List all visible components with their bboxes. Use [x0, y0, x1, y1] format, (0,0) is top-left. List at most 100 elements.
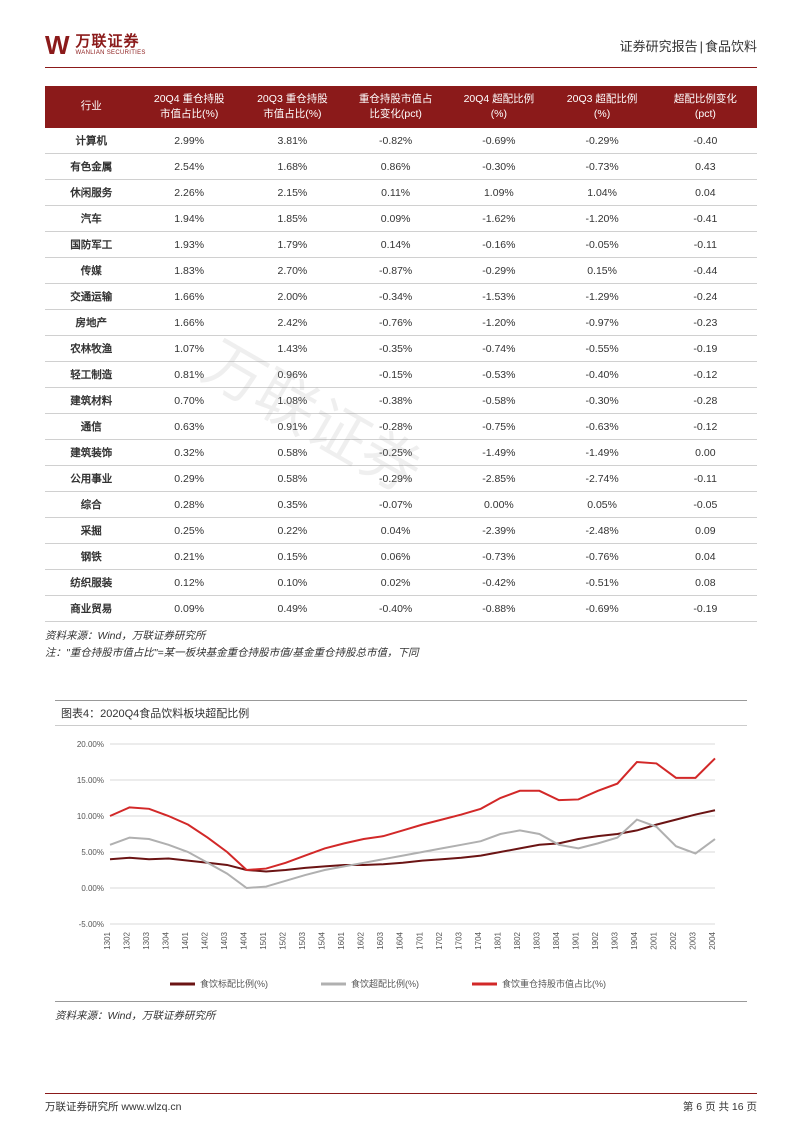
table-header-cell: 20Q3 超配比例(%)	[550, 86, 653, 128]
table-cell: -0.12	[654, 362, 757, 388]
table-cell: -0.42%	[447, 570, 550, 596]
table-cell: 休闲服务	[45, 180, 138, 206]
svg-text:1504: 1504	[318, 932, 327, 950]
table-cell: 1.66%	[138, 284, 241, 310]
table-cell: -0.41	[654, 206, 757, 232]
svg-text:1302: 1302	[123, 932, 132, 950]
table-cell: 商业贸易	[45, 596, 138, 622]
svg-text:1703: 1703	[454, 932, 463, 950]
table-cell: -1.20%	[550, 206, 653, 232]
table-cell: -0.40%	[344, 596, 447, 622]
table-cell: 0.63%	[138, 414, 241, 440]
table-cell: 汽车	[45, 206, 138, 232]
table-cell: -0.34%	[344, 284, 447, 310]
table-header-cell: 超配比例变化(pct)	[654, 86, 757, 128]
svg-text:2002: 2002	[669, 932, 678, 950]
table-cell: 0.14%	[344, 232, 447, 258]
table-cell: -0.23	[654, 310, 757, 336]
table-cell: -0.05%	[550, 232, 653, 258]
table-cell: 1.85%	[241, 206, 344, 232]
svg-text:1801: 1801	[493, 932, 502, 950]
table-header-cell: 20Q3 重仓持股市值占比(%)	[241, 86, 344, 128]
table-cell: 0.43	[654, 154, 757, 180]
table-cell: -0.58%	[447, 388, 550, 414]
table-cell: 0.10%	[241, 570, 344, 596]
table-cell: -2.39%	[447, 518, 550, 544]
table-cell: -0.88%	[447, 596, 550, 622]
table-cell: 2.42%	[241, 310, 344, 336]
table-cell: 纺织服装	[45, 570, 138, 596]
table-cell: 0.02%	[344, 570, 447, 596]
table-row: 汽车1.94%1.85%0.09%-1.62%-1.20%-0.41	[45, 206, 757, 232]
footer-right: 第 6 页 共 16 页	[683, 1099, 757, 1114]
table-cell: 0.49%	[241, 596, 344, 622]
logo-en: WANLIAN SECURITIES	[76, 50, 146, 57]
table-cell: 计算机	[45, 128, 138, 154]
table-cell: -0.25%	[344, 440, 447, 466]
table-cell: -0.76%	[550, 544, 653, 570]
table-cell: 0.28%	[138, 492, 241, 518]
svg-text:1601: 1601	[337, 932, 346, 950]
svg-text:2003: 2003	[688, 932, 697, 950]
table-cell: 0.21%	[138, 544, 241, 570]
svg-text:食饮超配比例(%): 食饮超配比例(%)	[351, 978, 419, 989]
table-cell: 2.15%	[241, 180, 344, 206]
table-cell: 1.94%	[138, 206, 241, 232]
table-cell: -1.53%	[447, 284, 550, 310]
table-cell: 1.09%	[447, 180, 550, 206]
svg-text:2004: 2004	[708, 932, 717, 950]
table-cell: 2.00%	[241, 284, 344, 310]
table-cell: -0.63%	[550, 414, 653, 440]
table-row: 钢铁0.21%0.15%0.06%-0.73%-0.76%0.04	[45, 544, 757, 570]
table-cell: -2.85%	[447, 466, 550, 492]
table-cell: -0.28%	[344, 414, 447, 440]
table-cell: -0.69%	[550, 596, 653, 622]
chart-source: 资料来源：Wind，万联证券研究所	[55, 1008, 747, 1023]
table-row: 休闲服务2.26%2.15%0.11%1.09%1.04%0.04	[45, 180, 757, 206]
table-cell: 采掘	[45, 518, 138, 544]
table-cell: 综合	[45, 492, 138, 518]
table-row: 公用事业0.29%0.58%-0.29%-2.85%-2.74%-0.11	[45, 466, 757, 492]
table-cell: 农林牧渔	[45, 336, 138, 362]
table-cell: -0.30%	[447, 154, 550, 180]
svg-text:1604: 1604	[396, 932, 405, 950]
svg-text:10.00%: 10.00%	[77, 812, 104, 821]
table-cell: -0.87%	[344, 258, 447, 284]
table-cell: 0.58%	[241, 440, 344, 466]
table-cell: -0.73%	[550, 154, 653, 180]
table-cell: 0.22%	[241, 518, 344, 544]
table-cell: 0.06%	[344, 544, 447, 570]
table-cell: -0.29%	[344, 466, 447, 492]
table-cell: 公用事业	[45, 466, 138, 492]
svg-text:1502: 1502	[279, 932, 288, 950]
svg-text:食饮重仓持股市值占比(%): 食饮重仓持股市值占比(%)	[502, 978, 606, 989]
table-cell: 0.00%	[447, 492, 550, 518]
table-cell: -0.19	[654, 596, 757, 622]
table-row: 轻工制造0.81%0.96%-0.15%-0.53%-0.40%-0.12	[45, 362, 757, 388]
svg-text:20.00%: 20.00%	[77, 740, 104, 749]
svg-text:15.00%: 15.00%	[77, 776, 104, 785]
table-cell: 钢铁	[45, 544, 138, 570]
table-cell: 0.91%	[241, 414, 344, 440]
table-cell: 1.83%	[138, 258, 241, 284]
table-cell: 0.04%	[344, 518, 447, 544]
table-row: 国防军工1.93%1.79%0.14%-0.16%-0.05%-0.11	[45, 232, 757, 258]
table-cell: -0.11	[654, 232, 757, 258]
table-cell: 2.70%	[241, 258, 344, 284]
table-cell: 0.04	[654, 180, 757, 206]
svg-text:0.00%: 0.00%	[81, 884, 104, 893]
table-cell: -0.53%	[447, 362, 550, 388]
table-header-cell: 行业	[45, 86, 138, 128]
svg-text:1403: 1403	[220, 932, 229, 950]
table-cell: 0.15%	[241, 544, 344, 570]
logo-mark: W	[45, 30, 70, 61]
table-cell: -0.29%	[550, 128, 653, 154]
table-cell: 0.70%	[138, 388, 241, 414]
table-cell: -0.11	[654, 466, 757, 492]
table-cell: -0.24	[654, 284, 757, 310]
table-cell: -0.40%	[550, 362, 653, 388]
page-footer: 万联证券研究所 www.wlzq.cn 第 6 页 共 16 页	[45, 1093, 757, 1114]
table-cell: 1.08%	[241, 388, 344, 414]
table-cell: -0.73%	[447, 544, 550, 570]
table-cell: -2.74%	[550, 466, 653, 492]
